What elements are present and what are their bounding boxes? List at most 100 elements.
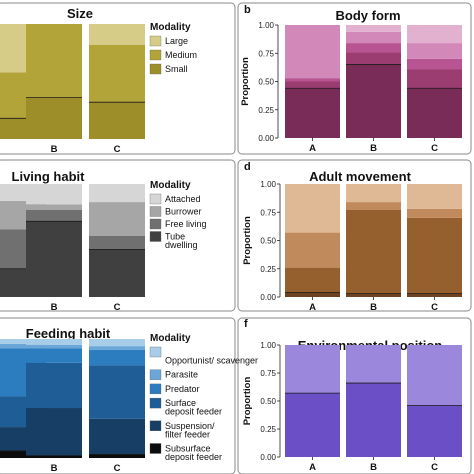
y-tick-label: 0.75 xyxy=(260,369,276,378)
bar-segment xyxy=(89,235,145,250)
bar-segment xyxy=(407,43,462,59)
bar-segment xyxy=(346,383,401,457)
bar-segment xyxy=(26,362,82,409)
legend-swatch xyxy=(149,49,162,61)
bar-segment xyxy=(26,221,82,297)
legend-label: Suspension/ xyxy=(165,421,215,431)
bar-segment xyxy=(89,24,145,45)
panel-frame xyxy=(237,159,472,312)
bar-segment xyxy=(285,345,340,394)
y-axis-label: Proportion xyxy=(242,216,253,265)
bar-segment xyxy=(407,293,462,297)
panel-title: Feeding habit xyxy=(26,326,111,341)
panel-title: Adult movement xyxy=(309,169,412,184)
bar-segment xyxy=(346,25,401,32)
bar-segment xyxy=(26,204,82,210)
bar-segment xyxy=(407,217,462,294)
bar-segment xyxy=(26,97,82,139)
bar-segment xyxy=(0,450,46,458)
legend-swatch xyxy=(149,231,162,242)
legend-swatch xyxy=(149,346,162,358)
bar-segment xyxy=(407,25,462,44)
bar-segment xyxy=(26,455,82,458)
bar-segment xyxy=(26,348,82,363)
bar-segment xyxy=(285,78,340,82)
y-tick-label: 0.25 xyxy=(260,425,276,434)
bar-segment xyxy=(346,209,401,294)
panel-adult: Adult movement d 0.00 0.25 0.50 0.75 1.00 Propo… xyxy=(237,159,472,313)
legend-swatch xyxy=(149,369,162,380)
bar-segment xyxy=(89,349,145,366)
x-tick-label: A xyxy=(309,462,316,473)
bar-segment xyxy=(26,209,82,222)
y-tick-label: 1.00 xyxy=(260,341,276,350)
legend-swatch xyxy=(149,193,162,205)
panel-frame xyxy=(0,159,236,312)
legend-label: Predator xyxy=(165,384,200,394)
legend-swatch xyxy=(149,443,162,454)
legend-swatch xyxy=(149,218,162,230)
legend-label: Medium xyxy=(165,50,197,60)
legend-label: Burrower xyxy=(165,207,202,217)
y-tick-label: 0.50 xyxy=(260,237,276,246)
bar-segment xyxy=(26,184,82,205)
y-tick-label: 0.25 xyxy=(258,106,274,115)
legend-label: Parasite xyxy=(165,370,198,380)
panel-letter: f xyxy=(244,318,248,330)
bar-segment xyxy=(89,44,145,103)
legend-title: Modality xyxy=(150,180,191,191)
x-tick-label: B xyxy=(370,462,377,473)
bar-segment xyxy=(89,102,145,139)
legend-swatch xyxy=(149,420,162,431)
bar-segment xyxy=(407,184,462,209)
bar-segment xyxy=(26,344,82,349)
bar-segment xyxy=(285,292,340,297)
y-tick-label: 0.75 xyxy=(258,49,274,58)
x-tick-label: C xyxy=(431,302,438,313)
bar-segment xyxy=(407,405,462,457)
bar-segment xyxy=(89,202,145,236)
bar-segment xyxy=(407,345,462,406)
bar-segment xyxy=(89,346,145,350)
legend-label: filter feeder xyxy=(165,429,210,439)
panel-env: Environmental positionf0.000.250.500.751… xyxy=(237,317,472,474)
panel-feeding: Feeding habit B C Modality Opportunist/ scav… xyxy=(0,317,258,474)
bar-segment xyxy=(346,52,401,65)
legend-label: Free living xyxy=(165,219,207,229)
bar-segment xyxy=(285,25,340,79)
bar-segment xyxy=(0,339,46,344)
bar-segment xyxy=(89,339,145,347)
legend-label: Small xyxy=(165,64,188,74)
panel-title: Body form xyxy=(336,8,401,23)
bar-segment xyxy=(285,81,340,89)
bar-segment xyxy=(89,184,145,203)
legend-label: Tube xyxy=(165,232,185,242)
y-axis-label: Proportion xyxy=(240,57,251,106)
bar-segment xyxy=(89,365,145,419)
legend-swatch xyxy=(149,63,162,75)
panel-frame xyxy=(237,2,472,155)
bar-segment xyxy=(26,339,82,345)
y-axis-label: Proportion xyxy=(242,377,253,426)
panel-frame xyxy=(237,317,472,474)
y-tick-label: 0.75 xyxy=(260,208,276,217)
x-tick-label: C xyxy=(114,302,121,313)
x-tick-label: C xyxy=(431,462,438,473)
panel-living: Living habit B C Modality Attached Burrower Fr… xyxy=(0,159,236,313)
panel-letter: b xyxy=(244,4,251,16)
panel-title: Size xyxy=(67,6,93,21)
bar-segment xyxy=(285,88,340,138)
bar-segment xyxy=(26,408,82,456)
bar-segment xyxy=(285,184,340,233)
bar-segment xyxy=(346,31,401,44)
legend-label: deposit feeder xyxy=(165,407,222,417)
legend-swatch xyxy=(149,35,162,47)
x-tick-label: B xyxy=(51,302,58,313)
y-tick-label: 0.50 xyxy=(258,78,274,87)
legend-label: Surface xyxy=(165,398,196,408)
bar-segment xyxy=(0,343,46,349)
y-tick-label: 0.50 xyxy=(260,397,276,406)
panel-body: Body form b 0.00 0.25 0.50 0.75 1.00 Proportion… xyxy=(237,2,472,155)
y-tick-label: 0.25 xyxy=(260,265,276,274)
